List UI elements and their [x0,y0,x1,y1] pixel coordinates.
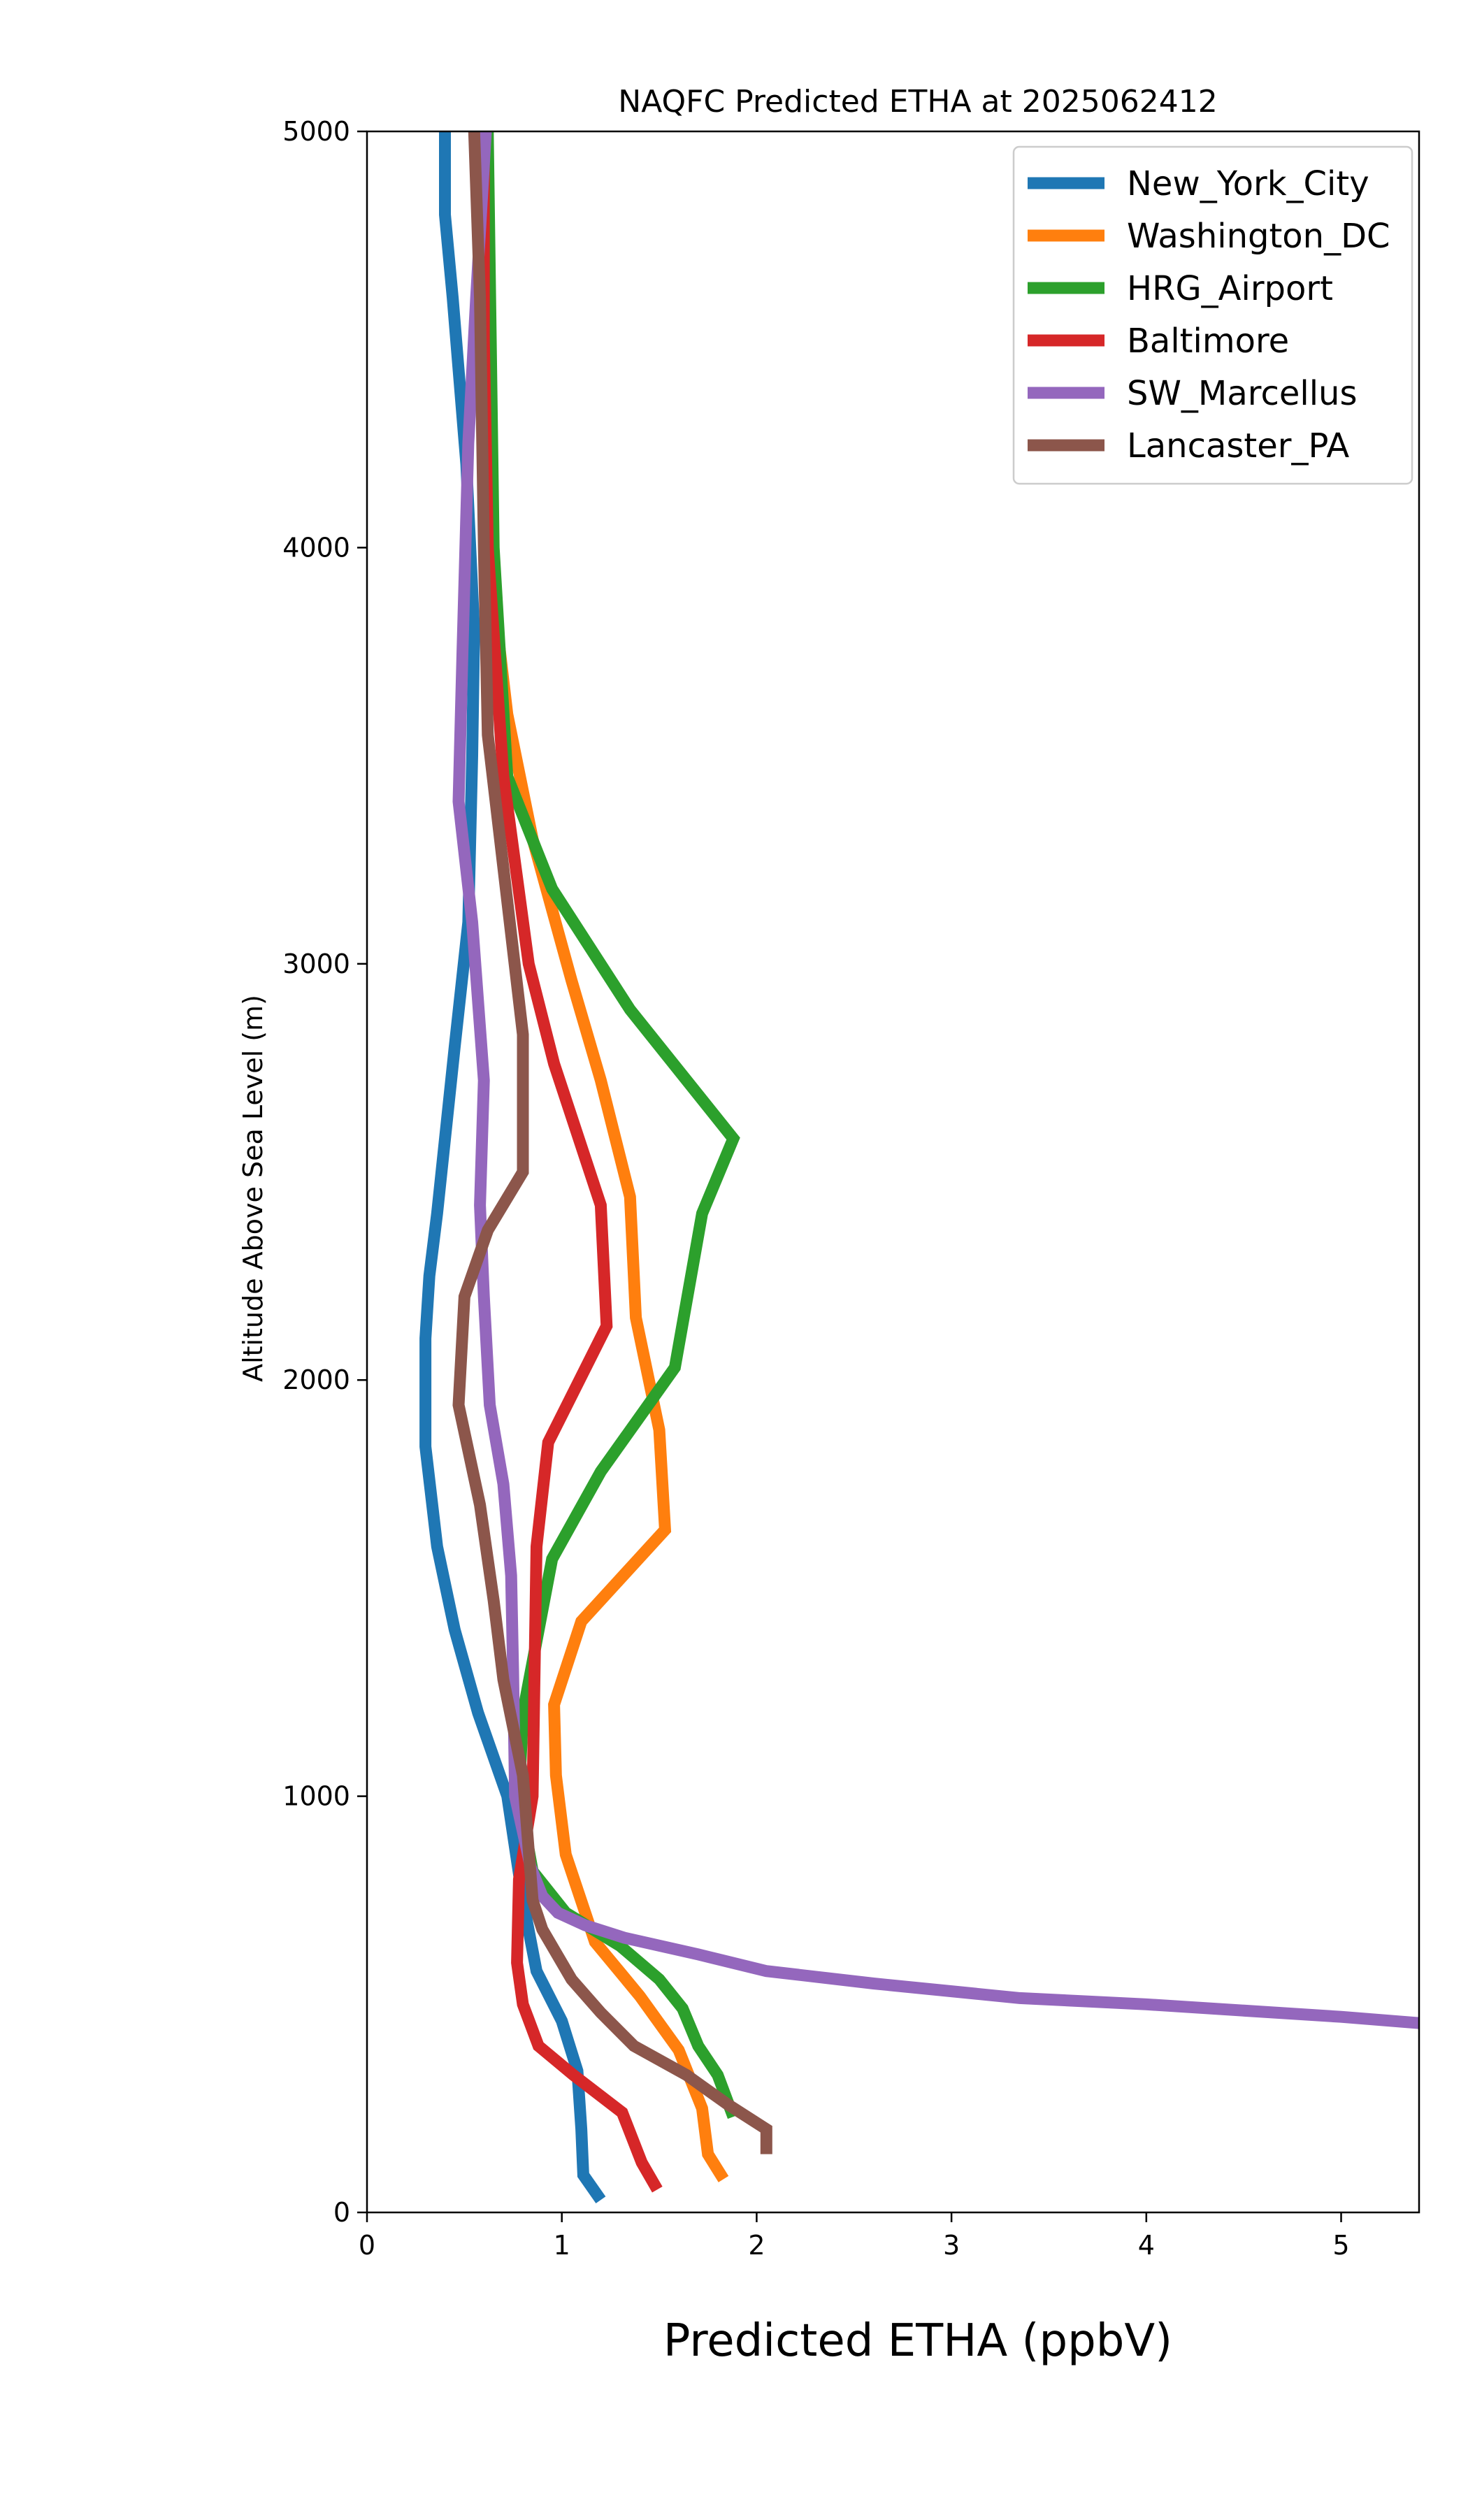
legend-label: Lancaster_PA [1127,426,1349,466]
chart-title: NAQFC Predicted ETHA at 2025062412 [618,84,1217,120]
x-tick-label: 3 [943,2230,960,2261]
legend-label: Baltimore [1127,322,1289,361]
legend-label: Washington_DC [1127,217,1390,256]
series-line-washington-dc [477,131,729,2182]
axes-layer: 0 1 2 3 4 5 0 1000 2000 3000 4000 5000 [282,116,1420,2261]
legend-label: HRG_Airport [1127,269,1333,308]
x-tick-label: 5 [1332,2230,1349,2261]
series-line-lancaster-pa [452,131,772,2154]
x-tick-label: 1 [554,2230,570,2261]
series-line-new-york-city [419,131,606,2203]
x-tick-label: 2 [748,2230,765,2261]
y-tick-label: 1000 [282,1781,350,1812]
y-tick-label: 0 [333,2197,350,2228]
y-axis-label: Altitude Above Sea Level (m) [238,995,268,1382]
x-tick-label: 4 [1138,2230,1155,2261]
legend-frame [1012,145,1413,485]
y-tick-label: 5000 [282,116,350,147]
legend: New_York_City Washington_DC HRG_Airport Bal… [1012,145,1413,485]
x-tick-label: 0 [359,2230,375,2261]
x-axis-label: Predicted ETHA (ppbV) [663,2315,1172,2367]
y-tick-label: 2000 [282,1365,350,1395]
y-tick-label: 3000 [282,949,350,979]
plot-frame [366,130,1420,2214]
series-line-baltimore [477,131,663,2193]
legend-label: New_York_City [1127,164,1369,203]
y-tick-label: 4000 [282,532,350,563]
legend-label: SW_Marcellus [1127,374,1357,413]
series-layer [419,131,1419,2203]
